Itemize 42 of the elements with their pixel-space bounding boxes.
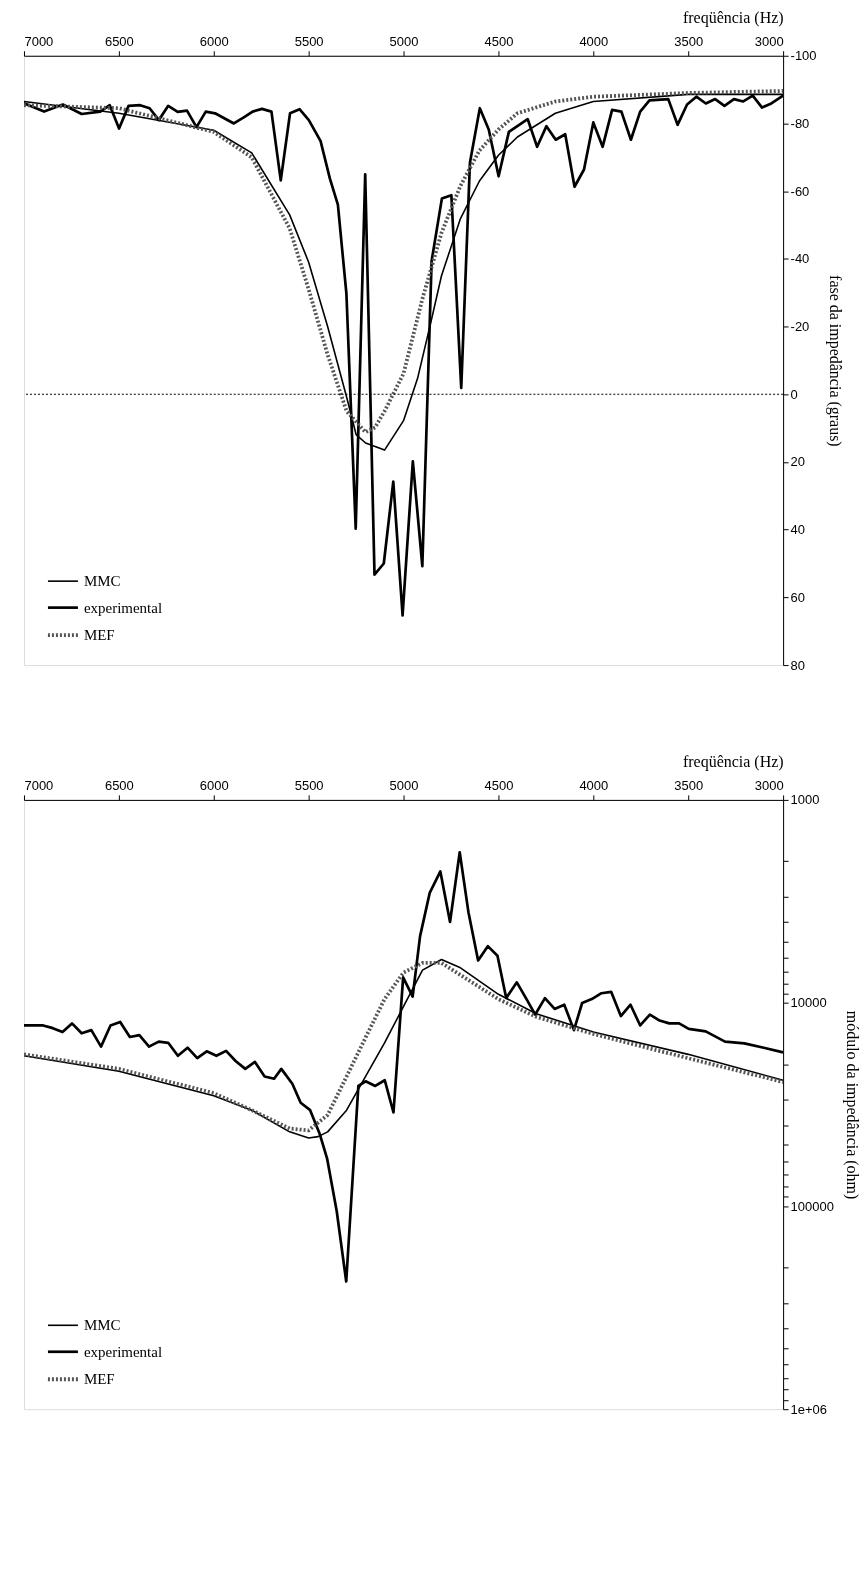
legend-label: MMC bbox=[83, 573, 121, 590]
y-tick-label: 20 bbox=[790, 454, 806, 470]
y-tick-label: 80 bbox=[790, 657, 806, 673]
y-tick-label: 100000 bbox=[790, 1198, 834, 1214]
x-axis-title: freqüência (Hz) bbox=[682, 753, 784, 772]
legend-label: experimental bbox=[83, 1343, 163, 1360]
y-tick-label: -20 bbox=[790, 319, 810, 335]
x-tick-label: 6000 bbox=[199, 778, 229, 794]
x-tick-label: 7000 bbox=[24, 34, 54, 50]
y-tick-label: 1e+06 bbox=[790, 1401, 828, 1417]
y-tick-label: 40 bbox=[790, 522, 806, 538]
y-tick-label: 0 bbox=[790, 386, 798, 402]
x-tick-label: 7000 bbox=[24, 778, 54, 794]
x-tick-label: 4500 bbox=[484, 34, 514, 50]
legend-label: MEF bbox=[83, 627, 115, 644]
legend-label: MMC bbox=[83, 1317, 121, 1334]
x-tick-label: 4000 bbox=[579, 34, 609, 50]
x-tick-label: 5500 bbox=[294, 778, 324, 794]
x-tick-label: 3500 bbox=[674, 34, 704, 50]
y-tick-label: -100 bbox=[790, 48, 817, 64]
x-tick-label: 6000 bbox=[199, 34, 229, 50]
y-tick-label: 1000 bbox=[790, 792, 820, 808]
y-tick-label: 60 bbox=[790, 589, 806, 605]
y-tick-label: -60 bbox=[790, 183, 810, 199]
x-tick-label: 5500 bbox=[294, 34, 324, 50]
x-tick-label: 3000 bbox=[754, 34, 784, 50]
x-tick-label: 6500 bbox=[104, 34, 134, 50]
x-tick-label: 4000 bbox=[579, 778, 609, 794]
x-tick-label: 6500 bbox=[104, 778, 134, 794]
x-tick-label: 4500 bbox=[484, 778, 514, 794]
y-tick-label: 10000 bbox=[790, 995, 827, 1011]
x-axis-title: freqüência (Hz) bbox=[682, 9, 784, 28]
x-tick-label: 3500 bbox=[674, 778, 704, 794]
legend-label: MEF bbox=[83, 1371, 115, 1388]
y-axis-title: fase da impedância (graus) bbox=[825, 275, 844, 447]
x-tick-label: 3000 bbox=[754, 778, 784, 794]
y-axis-title: módulo da impedância (ohm) bbox=[842, 1010, 861, 1200]
x-tick-label: 5000 bbox=[389, 778, 419, 794]
x-tick-label: 5000 bbox=[389, 34, 419, 50]
y-tick-label: -80 bbox=[790, 115, 810, 131]
y-tick-label: -40 bbox=[790, 251, 810, 267]
legend-label: experimental bbox=[83, 599, 163, 616]
